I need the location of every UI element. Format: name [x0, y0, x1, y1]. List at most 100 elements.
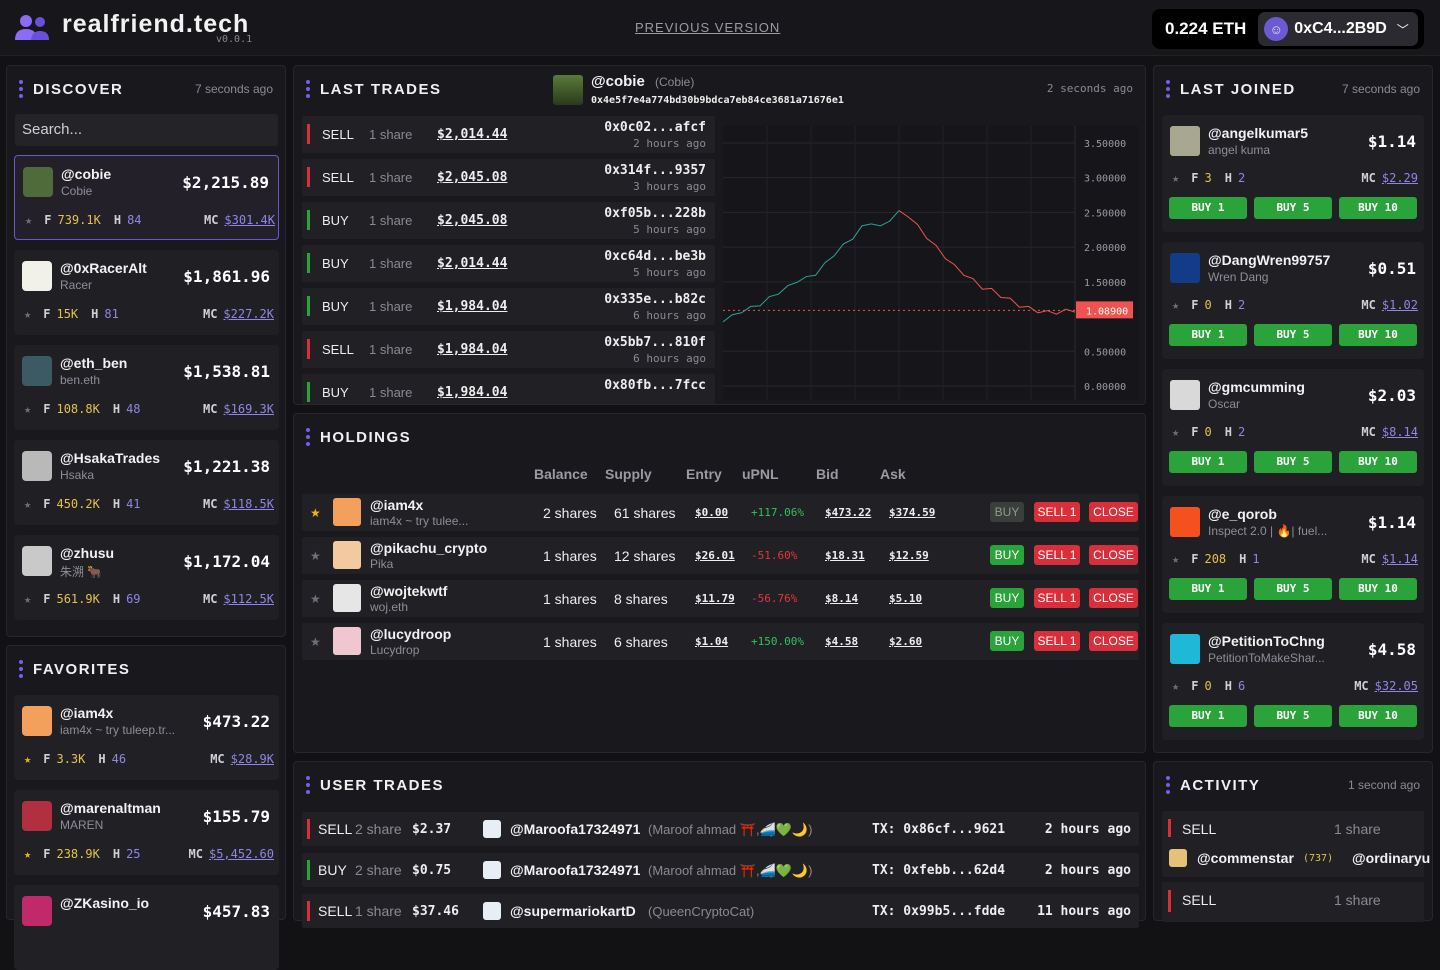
- favorite-star-icon[interactable]: ★: [1172, 552, 1180, 566]
- favorite-star-icon[interactable]: ★: [1172, 298, 1180, 312]
- activity-subject[interactable]: @ordinaryu: [1352, 850, 1431, 866]
- joined-user-card[interactable]: @e_qorob Inspect 2.0 | 🔥| fuel... $1.14 ★ F 2…: [1162, 496, 1424, 613]
- trade-row[interactable]: BUY 1 share $2,045.08 0xf05b...228b 5 hours …: [302, 202, 715, 239]
- trade-hash[interactable]: 0x5bb7...810f: [604, 335, 706, 350]
- trade-row[interactable]: BUY 1 share $2,014.44 0xc64d...be3b 5 hours …: [302, 245, 715, 282]
- account-button[interactable]: ☺ 0xC4...2B9D ﹀: [1258, 12, 1419, 46]
- buy-ten-button[interactable]: BUY 10: [1339, 451, 1417, 473]
- user-card[interactable]: @cobie Cobie $2,215.89 ★ F 739.1K H 84 MC $301.4K: [14, 155, 279, 240]
- drag-handle-icon[interactable]: [1166, 776, 1170, 794]
- holding-row[interactable]: ★ @lucydroop Lucydrop 1 shares 6 shares $1.04…: [302, 623, 1139, 660]
- logo[interactable]: realfriend.tech v0.0.1: [14, 10, 252, 45]
- activity-row[interactable]: SELL 1 share @commenstar (737) @ordinary…: [1162, 811, 1430, 877]
- market-cap-value[interactable]: $1.14: [1381, 552, 1418, 566]
- drag-handle-icon[interactable]: [19, 660, 23, 678]
- favorite-star-icon[interactable]: ★: [24, 497, 32, 511]
- market-cap-value[interactable]: $112.5K: [223, 592, 274, 606]
- favorite-star-icon[interactable]: ★: [24, 592, 32, 606]
- buy-ten-button[interactable]: BUY 10: [1339, 705, 1417, 727]
- market-cap-value[interactable]: $301.4K: [224, 213, 275, 227]
- previous-version-link[interactable]: PREVIOUS VERSION: [635, 20, 781, 35]
- tx-hash[interactable]: TX: 0x99b5...fdde: [872, 904, 1006, 919]
- buy-five-button[interactable]: BUY 5: [1254, 578, 1332, 600]
- buy-ten-button[interactable]: BUY 10: [1339, 578, 1417, 600]
- sell-one-button[interactable]: SELL 1: [1034, 502, 1080, 522]
- market-cap-value[interactable]: $28.9K: [230, 752, 274, 766]
- subject-name[interactable]: @cobie: [591, 73, 645, 90]
- favorite-star-icon[interactable]: ★: [310, 635, 321, 649]
- trade-row[interactable]: BUY 1 share $1,984.04 0x335e...b82c 6 hours …: [302, 288, 715, 325]
- trade-hash[interactable]: 0x314f...9357: [604, 163, 706, 178]
- tx-hash[interactable]: TX: 0x86cf...9621: [872, 822, 1006, 837]
- favorite-star-icon[interactable]: ★: [1172, 679, 1180, 693]
- close-position-button[interactable]: CLOSE: [1089, 588, 1138, 608]
- market-cap-value[interactable]: $5,452.60: [208, 847, 274, 861]
- joined-user-card[interactable]: @PetitionToChng PetitionToMakeShar... $4.5…: [1162, 623, 1424, 740]
- trader-handle[interactable]: @Maroofa17324971: [510, 862, 641, 878]
- drag-handle-icon[interactable]: [306, 428, 310, 446]
- joined-user-card[interactable]: @DangWren99757 Wren Dang $0.51 ★ F 0 H 2 MC $1.02…: [1162, 242, 1424, 359]
- drag-handle-icon[interactable]: [306, 776, 310, 794]
- favorite-star-icon[interactable]: ★: [1172, 425, 1180, 439]
- activity-row[interactable]: SELL 1 share: [1162, 882, 1424, 922]
- trade-hash[interactable]: 0x0c02...afcf: [604, 120, 706, 135]
- market-cap-value[interactable]: $2.29: [1381, 171, 1418, 185]
- trade-hash[interactable]: 0x335e...b82c: [604, 292, 706, 307]
- favorite-star-icon[interactable]: ★: [24, 307, 32, 321]
- drag-handle-icon[interactable]: [19, 80, 23, 98]
- favorite-star-icon[interactable]: ★: [25, 213, 33, 227]
- user-card[interactable]: @HsakaTrades Hsaka $1,221.38 ★ F 450.2K H 41 MC $…: [14, 440, 279, 525]
- buy-five-button[interactable]: BUY 5: [1254, 705, 1332, 727]
- favorite-star-icon[interactable]: ★: [310, 592, 321, 606]
- favorite-card[interactable]: @iam4x iam4x ~ try tuleep.tr... $473.22 ★ F 3…: [14, 695, 279, 780]
- holding-row[interactable]: ★ @iam4x iam4x ~ try tulee... 2 shares 61 sh…: [302, 494, 1139, 531]
- tx-hash[interactable]: TX: 0xfebb...62d4: [872, 863, 1006, 878]
- favorite-star-icon[interactable]: ★: [24, 402, 32, 416]
- favorite-star-icon[interactable]: ★: [310, 549, 321, 563]
- trade-row[interactable]: SELL 1 share $2,014.44 0x0c02...afcf 2 hours…: [302, 116, 715, 153]
- drag-handle-icon[interactable]: [1166, 80, 1170, 98]
- trader-handle[interactable]: @Maroofa17324971: [510, 821, 641, 837]
- buy-one-button[interactable]: BUY 1: [1169, 578, 1247, 600]
- trade-row[interactable]: SELL 1 share $2,045.08 0x314f...9357 3 hours…: [302, 159, 715, 196]
- favorite-star-icon[interactable]: ★: [1172, 171, 1180, 185]
- market-cap-value[interactable]: $32.05: [1374, 679, 1418, 693]
- buy-five-button[interactable]: BUY 5: [1254, 451, 1332, 473]
- user-card[interactable]: @zhusu 朱溯 🐂 $1,172.04 ★ F 561.9K H 69 MC $112.5K: [14, 535, 279, 620]
- sell-one-button[interactable]: SELL 1: [1034, 545, 1080, 565]
- sell-one-button[interactable]: SELL 1: [1034, 631, 1080, 651]
- favorite-star-icon[interactable]: ★: [24, 752, 32, 766]
- buy-one-button[interactable]: BUY 1: [1169, 451, 1247, 473]
- price-chart[interactable]: 3.50000 3.00000 2.50000 2.00000 1.50000 0.500…: [722, 126, 1138, 400]
- buy-button[interactable]: BUY: [990, 631, 1024, 651]
- joined-user-card[interactable]: @angelkumar5 angel kuma $1.14 ★ F 3 H 2 MC $2.29 B…: [1162, 115, 1424, 232]
- favorite-star-icon[interactable]: ★: [24, 847, 32, 861]
- user-card[interactable]: @0xRacerAlt Racer $1,861.96 ★ F 15K H 81 MC $227.…: [14, 250, 279, 335]
- favorite-card[interactable]: @marenaltman MAREN $155.79 ★ F 238.9K H 25 MC $5,…: [14, 790, 279, 875]
- buy-button[interactable]: BUY: [990, 545, 1024, 565]
- search-input[interactable]: Search...: [15, 114, 278, 146]
- holding-row[interactable]: ★ @pikachu_crypto Pika 1 shares 12 shares $26…: [302, 537, 1139, 574]
- buy-button[interactable]: BUY: [990, 502, 1024, 522]
- sell-one-button[interactable]: SELL 1: [1034, 588, 1080, 608]
- trader-handle[interactable]: @supermariokartD: [510, 903, 636, 919]
- market-cap-value[interactable]: $169.3K: [223, 402, 274, 416]
- user-trade-row[interactable]: SELL 1 share $37.46 @supermariokartD (QueenC…: [302, 894, 1139, 928]
- buy-five-button[interactable]: BUY 5: [1254, 324, 1332, 346]
- buy-one-button[interactable]: BUY 1: [1169, 324, 1247, 346]
- buy-one-button[interactable]: BUY 1: [1169, 705, 1247, 727]
- trade-hash[interactable]: 0x80fb...7fcc: [604, 378, 706, 393]
- drag-handle-icon[interactable]: [306, 80, 310, 98]
- buy-button[interactable]: BUY: [990, 588, 1024, 608]
- market-cap-value[interactable]: $8.14: [1381, 425, 1418, 439]
- market-cap-value[interactable]: $227.2K: [223, 307, 274, 321]
- trade-row[interactable]: SELL 1 share $1,984.04 0x5bb7...810f 6 hours…: [302, 331, 715, 368]
- market-cap-value[interactable]: $118.5K: [223, 497, 274, 511]
- user-card[interactable]: @eth_ben ben.eth $1,538.81 ★ F 108.8K H 48 MC $16…: [14, 345, 279, 430]
- trade-hash[interactable]: 0xf05b...228b: [604, 206, 706, 221]
- holding-row[interactable]: ★ @wojtekwtf woj.eth 1 shares 8 shares $11.79…: [302, 580, 1139, 617]
- buy-ten-button[interactable]: BUY 10: [1339, 324, 1417, 346]
- buy-five-button[interactable]: BUY 5: [1254, 197, 1332, 219]
- trade-row[interactable]: BUY 1 share $1,984.04 0x80fb...7fcc: [302, 374, 715, 404]
- close-position-button[interactable]: CLOSE: [1089, 502, 1138, 522]
